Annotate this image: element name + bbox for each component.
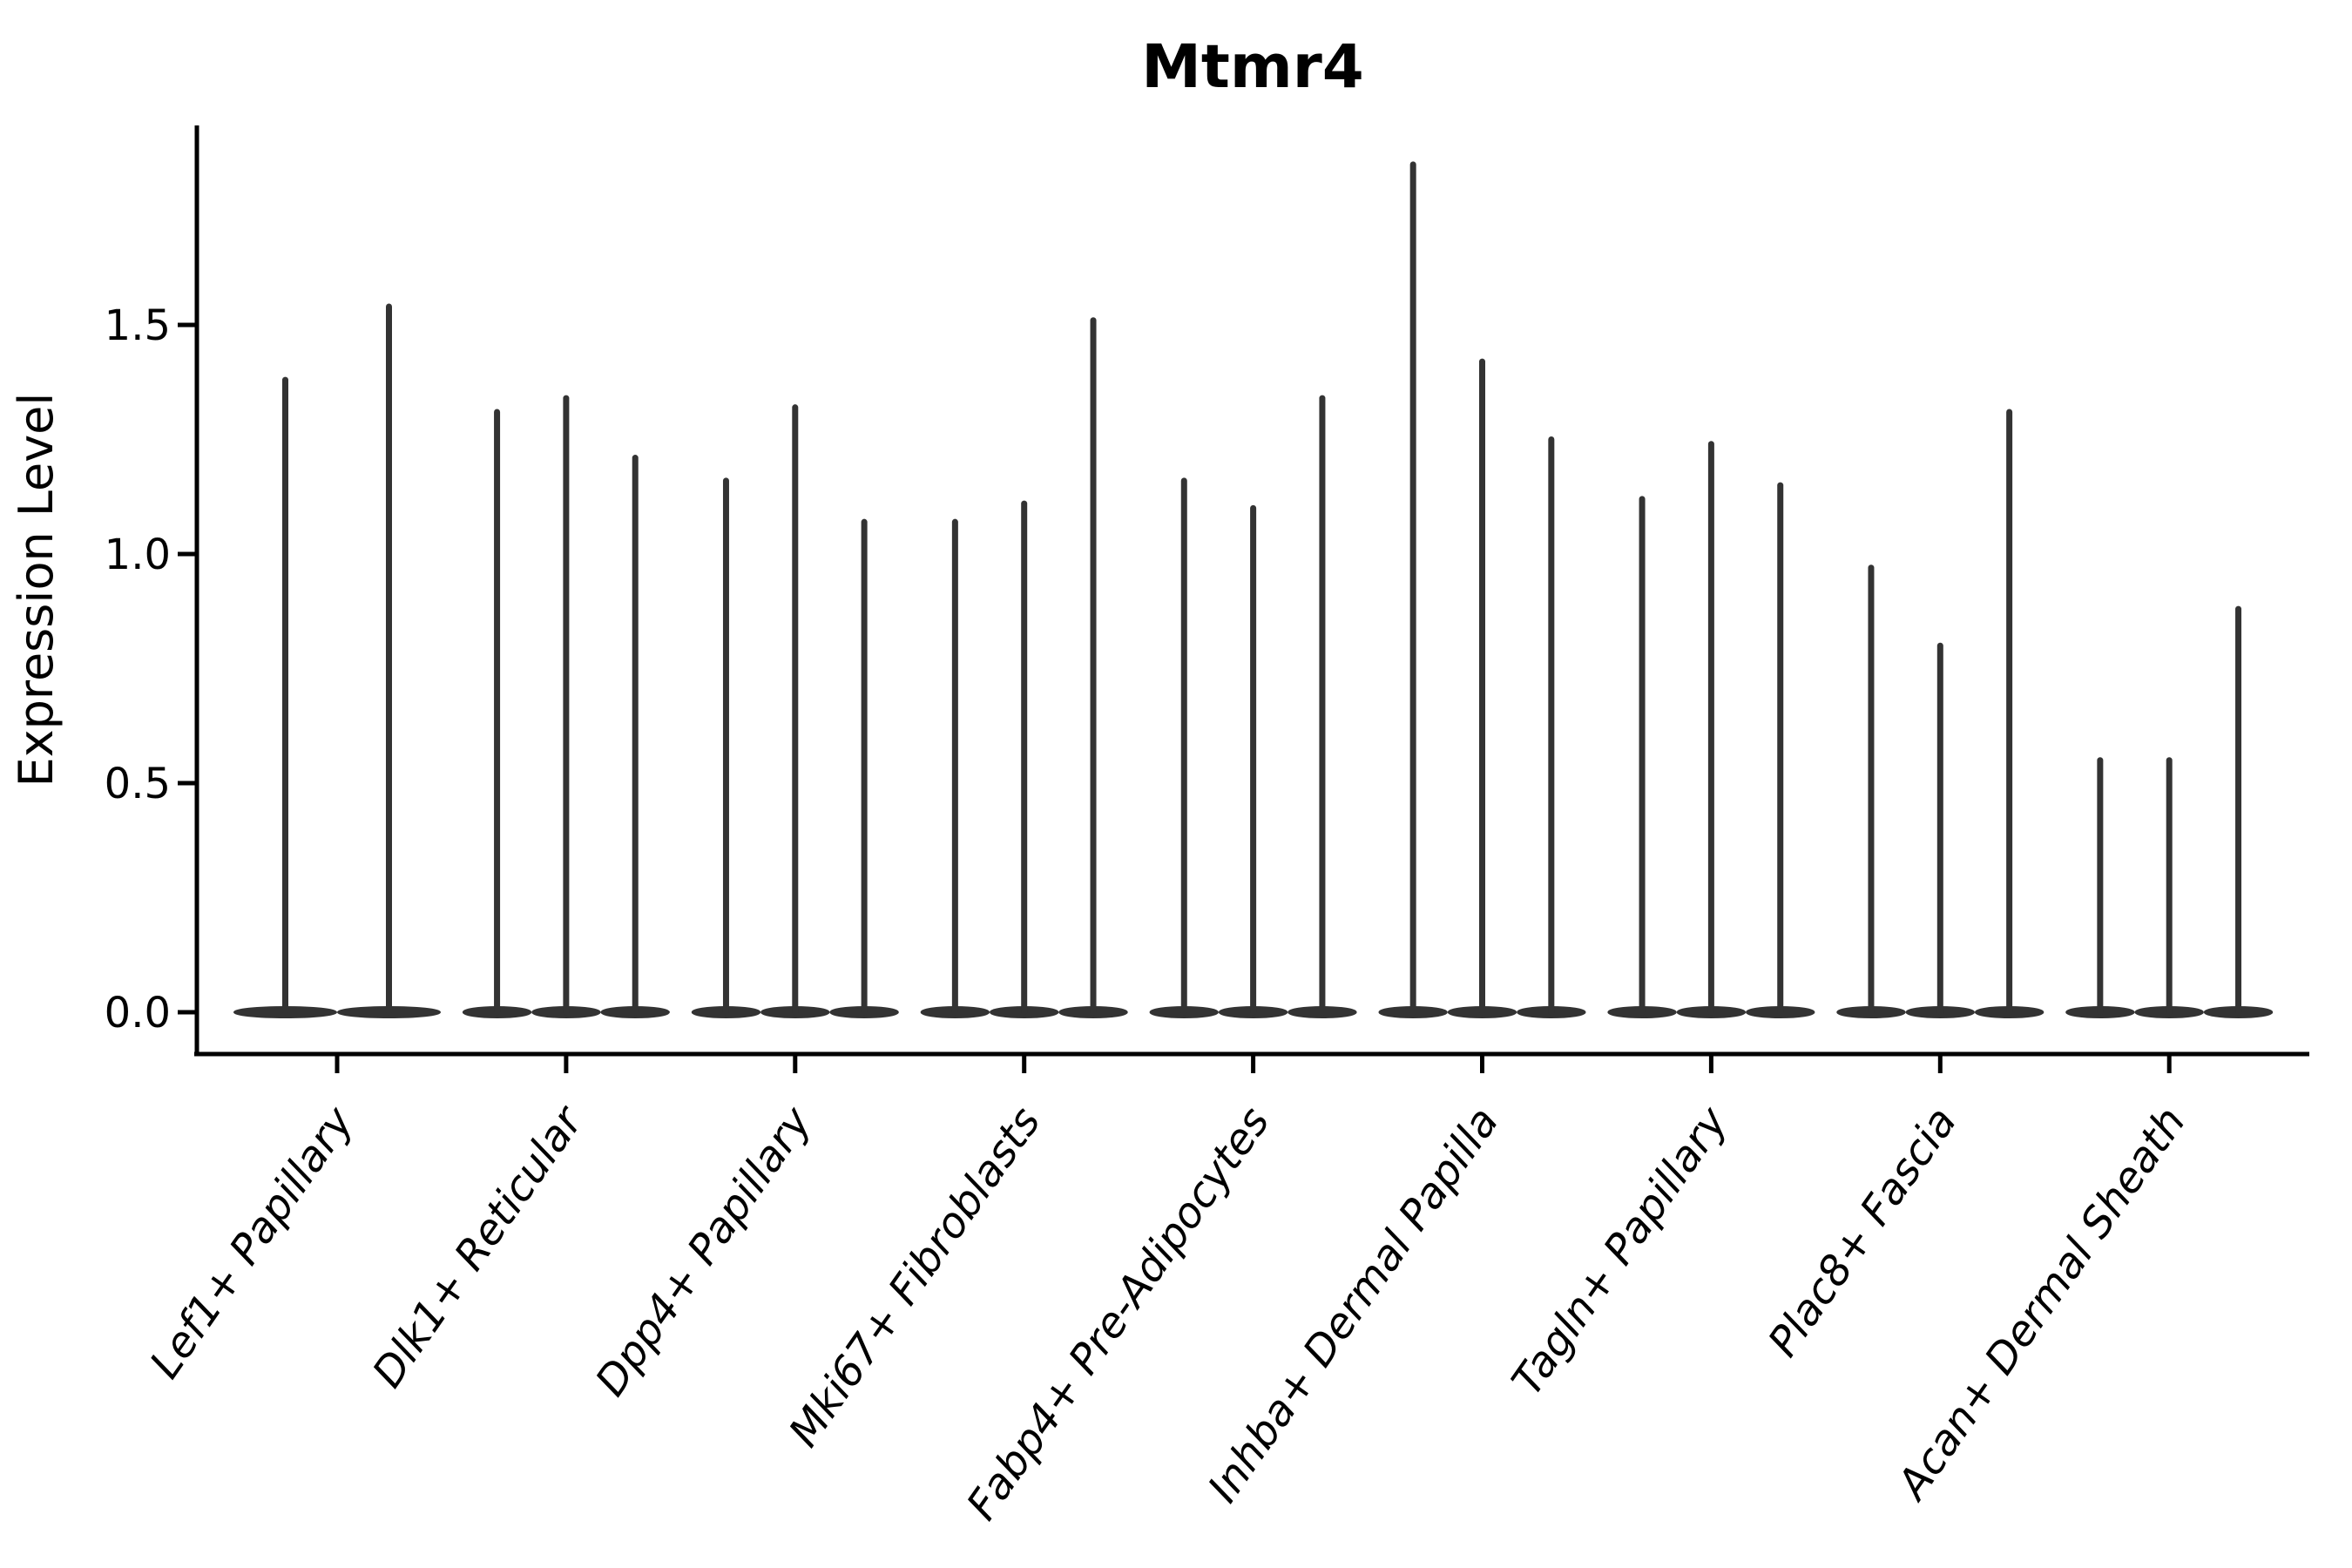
- violin-series: [233, 161, 2274, 1018]
- y-tick-label: 1.5: [105, 301, 171, 350]
- y-tick-label: 0.0: [105, 989, 171, 1037]
- x-tick-label: Mki67+ Fibroblasts: [780, 1098, 1051, 1456]
- violin-group: [1607, 441, 1815, 1018]
- violin-group: [1836, 409, 2044, 1018]
- y-tick-label: 0.5: [105, 760, 171, 808]
- violin-group: [233, 303, 441, 1018]
- violin-group: [920, 317, 1128, 1018]
- x-tick-label: Lef1+ Papillary: [140, 1098, 363, 1387]
- x-tick-label: Plac8+ Fascia: [1759, 1098, 1966, 1366]
- chart-title: Mtmr4: [1141, 32, 1364, 102]
- violin-group: [1149, 395, 1357, 1018]
- violin-group: [691, 404, 899, 1018]
- x-tick-label: Tagln+ Papillary: [1503, 1098, 1738, 1404]
- violin-group: [462, 395, 670, 1018]
- violin-group: [1378, 161, 1586, 1018]
- y-axis-label: Expression Level: [9, 393, 64, 787]
- y-axis: 0.0 0.5 1.0 1.5: [105, 301, 197, 1037]
- x-tick-label: Dpp4+ Papillary: [586, 1098, 821, 1404]
- x-tick-label: Dlk1+ Reticular: [363, 1096, 594, 1396]
- violin-group: [2065, 605, 2274, 1018]
- y-tick-label: 1.0: [105, 531, 171, 579]
